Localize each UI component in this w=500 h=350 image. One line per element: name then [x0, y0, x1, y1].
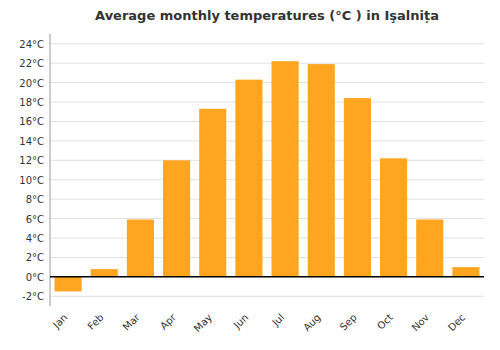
grid-line: [50, 179, 484, 180]
bar: [416, 220, 443, 277]
x-tick-label: May: [192, 312, 214, 334]
y-tick-label: 2°C: [26, 252, 44, 263]
chart-container: Average monthly temperatures (°C ) in Iş…: [0, 0, 500, 350]
x-tick-label: Jun: [231, 312, 251, 332]
x-tick-label: Oct: [375, 312, 395, 332]
chart-svg: Average monthly temperatures (°C ) in Iş…: [0, 0, 500, 350]
y-axis-line: [50, 34, 51, 306]
bar: [55, 277, 82, 292]
y-tick-label: 20°C: [19, 78, 44, 89]
bar: [199, 109, 226, 277]
y-tick-label: 12°C: [19, 155, 44, 166]
x-tick-label: Apr: [158, 311, 179, 332]
bar: [91, 269, 118, 277]
bar: [308, 64, 335, 277]
y-tick-label: 4°C: [26, 233, 44, 244]
grid-line: [50, 296, 484, 297]
bar: [452, 267, 479, 277]
x-tick-label: Sep: [338, 312, 359, 333]
grid-line: [50, 82, 484, 83]
grid-line: [50, 276, 484, 277]
bar: [163, 160, 190, 277]
x-tick-label: Aug: [301, 312, 323, 334]
y-tick-label: 16°C: [19, 116, 44, 127]
bars: [55, 61, 480, 291]
grid-line: [50, 121, 484, 122]
x-tick-label: Dec: [446, 312, 467, 333]
y-tick-label: 24°C: [19, 39, 44, 50]
grid-line: [50, 102, 484, 103]
y-tick-label: 6°C: [26, 214, 44, 225]
baseline: [50, 276, 484, 278]
grid-line: [50, 63, 484, 64]
x-tick-label: Mar: [121, 311, 143, 333]
grid-line: [50, 218, 484, 219]
grid-line: [50, 43, 484, 44]
grid-line: [50, 140, 484, 141]
y-tick-label: 14°C: [19, 136, 44, 147]
bar: [380, 158, 407, 277]
grid: [50, 44, 484, 297]
x-tick-label: Jul: [269, 312, 286, 329]
y-tick-label: -2°C: [22, 291, 44, 302]
y-tick-label: 0°C: [26, 272, 44, 283]
bar: [344, 98, 371, 277]
chart-title: Average monthly temperatures (°C ) in Iş…: [95, 8, 439, 23]
x-tick-label: Nov: [410, 312, 432, 334]
y-tick-label: 18°C: [19, 97, 44, 108]
x-tick-label: Jan: [50, 312, 69, 331]
bar: [235, 80, 262, 277]
x-tick-label: Feb: [85, 312, 105, 332]
bar: [272, 61, 299, 277]
grid-line: [50, 160, 484, 161]
y-tick-label: 8°C: [26, 194, 44, 205]
bar: [127, 220, 154, 277]
y-tick-label: 10°C: [19, 175, 44, 186]
grid-line: [50, 199, 484, 200]
y-tick-label: 22°C: [19, 58, 44, 69]
